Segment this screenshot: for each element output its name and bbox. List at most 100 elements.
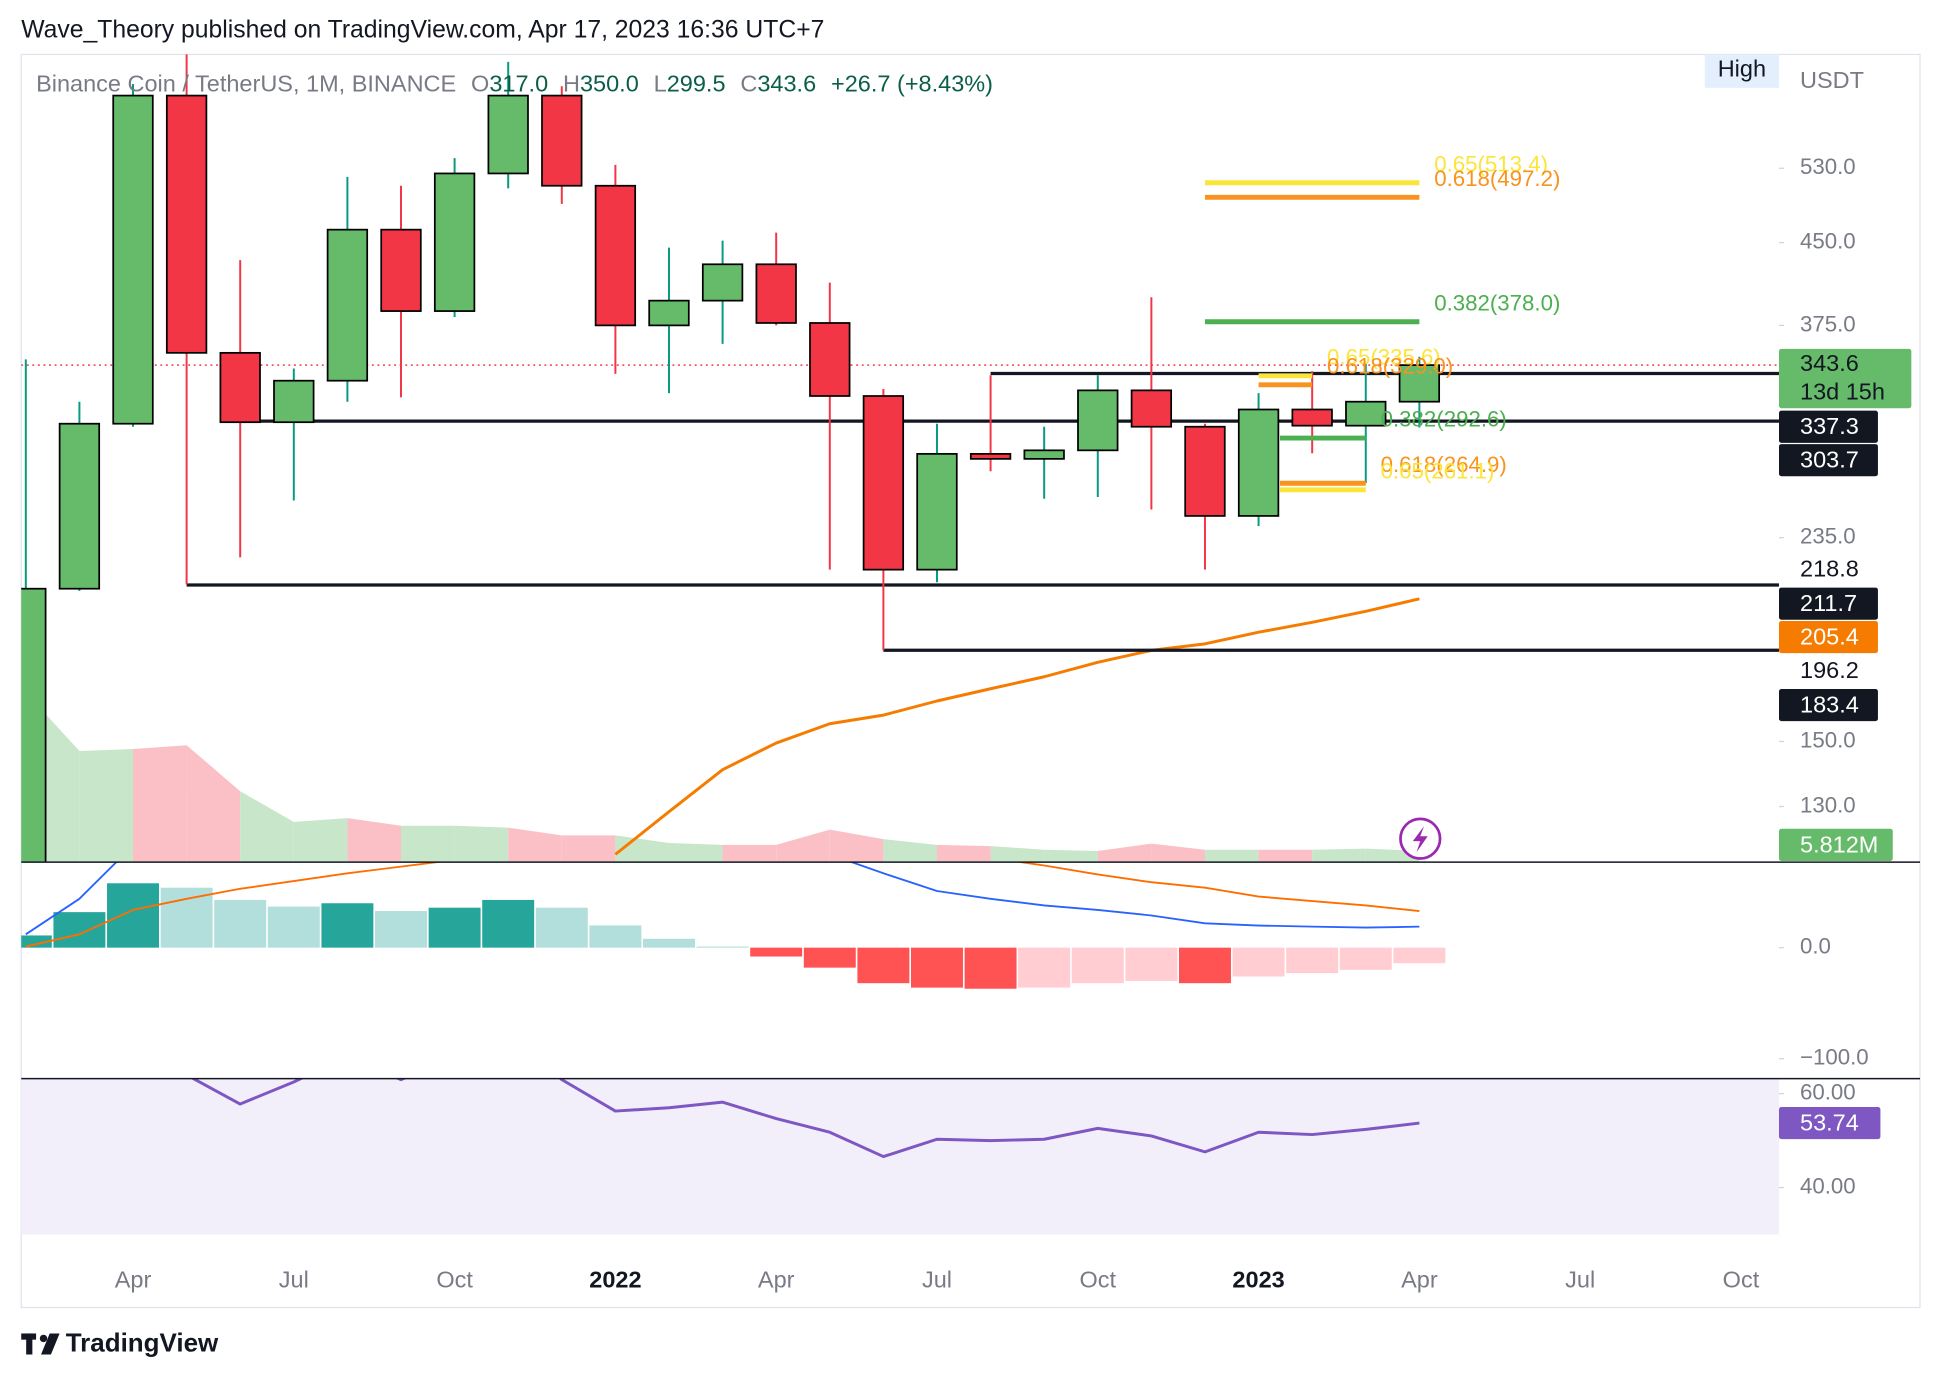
volume-area bbox=[883, 839, 937, 863]
macd-histogram bbox=[1018, 947, 1071, 988]
volume-area bbox=[1151, 843, 1205, 863]
fib-label: 0.618(497.2) bbox=[1434, 166, 1560, 191]
candle-body bbox=[433, 172, 476, 312]
price-label-box bbox=[1778, 348, 1912, 409]
legend-key: C bbox=[740, 71, 757, 97]
candle-body bbox=[58, 422, 101, 590]
candle-body bbox=[594, 184, 637, 327]
candle-body bbox=[326, 228, 369, 382]
candle-body bbox=[1023, 449, 1065, 460]
price-label: 337.3 bbox=[1800, 413, 1859, 439]
macd-histogram bbox=[643, 938, 695, 948]
logo-part bbox=[41, 1333, 60, 1355]
price-label: 53.74 bbox=[1800, 1110, 1859, 1136]
macd-pane bbox=[21, 862, 1446, 989]
macd-histogram bbox=[21, 935, 52, 948]
volume-area bbox=[776, 829, 830, 863]
brand: TradingView bbox=[66, 1327, 219, 1357]
volume-area bbox=[722, 844, 777, 863]
x-tick-label: Apr bbox=[1401, 1267, 1438, 1293]
volume-area bbox=[1204, 849, 1259, 863]
rsi-pane bbox=[190, 1078, 1420, 1159]
candle-body bbox=[1291, 408, 1333, 427]
macd-histogram bbox=[160, 887, 213, 948]
macd-histogram bbox=[1125, 947, 1178, 981]
x-tick-label: Jul bbox=[279, 1267, 309, 1293]
price-label: 205.4 bbox=[1800, 623, 1859, 649]
macd-histogram bbox=[535, 907, 588, 948]
fib-label: 0.65(335.6) bbox=[1327, 344, 1441, 369]
price-label-box bbox=[1778, 620, 1878, 654]
legend-value: 317.0 bbox=[489, 71, 548, 97]
legend-key: H bbox=[563, 71, 580, 97]
candle-body bbox=[112, 94, 154, 425]
logo bbox=[21, 1333, 60, 1355]
price-label-box bbox=[1778, 444, 1878, 477]
price-label: 218.8 bbox=[1800, 555, 1859, 581]
legend-value: 299.5 bbox=[667, 71, 726, 97]
candle-body bbox=[755, 263, 797, 324]
volume-area bbox=[1097, 843, 1152, 863]
moving-average bbox=[614, 597, 1420, 856]
candle-body bbox=[487, 94, 529, 175]
price-label: 5.812M bbox=[1800, 831, 1878, 857]
candle-body bbox=[701, 263, 744, 302]
price-label: 183.4 bbox=[1800, 692, 1859, 718]
rsi-background bbox=[21, 1078, 1779, 1235]
candle-body bbox=[969, 452, 1012, 460]
legend: Binance Coin / TetherUS, 1M, BINANCE O317… bbox=[36, 71, 993, 97]
legend-change: +26.7 (+8.43%) bbox=[831, 71, 993, 97]
x-tick-label: Apr bbox=[758, 1267, 795, 1293]
macd-histogram bbox=[1071, 947, 1124, 984]
y-tick-label: 375.0 bbox=[1800, 311, 1856, 336]
logo-part bbox=[26, 1333, 33, 1355]
fib-label: 0.382(292.6) bbox=[1381, 407, 1507, 432]
fib-label: 0.65(513.4) bbox=[1434, 151, 1548, 176]
volume-area bbox=[400, 825, 455, 863]
y-tick-label: 40.00 bbox=[1800, 1173, 1856, 1198]
candle-body bbox=[1184, 425, 1226, 517]
y-tick-label: 130.0 bbox=[1800, 792, 1856, 817]
candle-body bbox=[1130, 389, 1173, 428]
candle-body bbox=[273, 379, 315, 424]
lightning-icon bbox=[1399, 817, 1442, 860]
price-label-box bbox=[1778, 689, 1878, 722]
macd-histogram bbox=[1179, 947, 1231, 984]
volume-area bbox=[936, 844, 991, 863]
candle-body bbox=[916, 452, 958, 571]
x-tick-label: Oct bbox=[436, 1267, 473, 1293]
y-tick-label: 235.0 bbox=[1800, 523, 1856, 548]
price-label-box bbox=[1778, 1106, 1881, 1140]
volume-area bbox=[240, 791, 294, 863]
price-pane bbox=[21, 54, 1779, 863]
volume-area bbox=[1044, 849, 1098, 863]
volume-area bbox=[668, 843, 723, 863]
countdown: 13d 15h bbox=[1800, 379, 1885, 405]
volume-area bbox=[347, 818, 401, 863]
legend-symbol: Binance Coin / TetherUS, 1M, BINANCE bbox=[36, 71, 456, 97]
price-label-box bbox=[1778, 828, 1893, 861]
macd-histogram bbox=[375, 911, 427, 948]
rsi-line bbox=[190, 1078, 1420, 1159]
logo-part bbox=[39, 1334, 48, 1343]
y-tick-label: 530.0 bbox=[1800, 154, 1856, 179]
macd-histogram bbox=[857, 947, 910, 984]
x-tick-label: Jul bbox=[1565, 1267, 1595, 1293]
legend-value: 343.6 bbox=[757, 71, 816, 97]
candle-body bbox=[1237, 408, 1280, 517]
macd-histogram bbox=[214, 899, 267, 948]
volume-area bbox=[990, 846, 1045, 863]
publisher: Wave_Theory published on TradingView.com… bbox=[21, 16, 824, 43]
volume-area bbox=[186, 745, 241, 863]
macd-histogram bbox=[482, 899, 535, 948]
y-tick-label: 150.0 bbox=[1800, 727, 1856, 752]
price-label: 343.6 bbox=[1800, 350, 1859, 376]
price-label: 303.7 bbox=[1800, 447, 1859, 473]
candle-body bbox=[541, 94, 583, 187]
scale-badge-box bbox=[1704, 54, 1779, 88]
candle-body bbox=[809, 322, 851, 397]
macd-histogram bbox=[267, 906, 320, 948]
macd-histogram bbox=[107, 883, 159, 948]
